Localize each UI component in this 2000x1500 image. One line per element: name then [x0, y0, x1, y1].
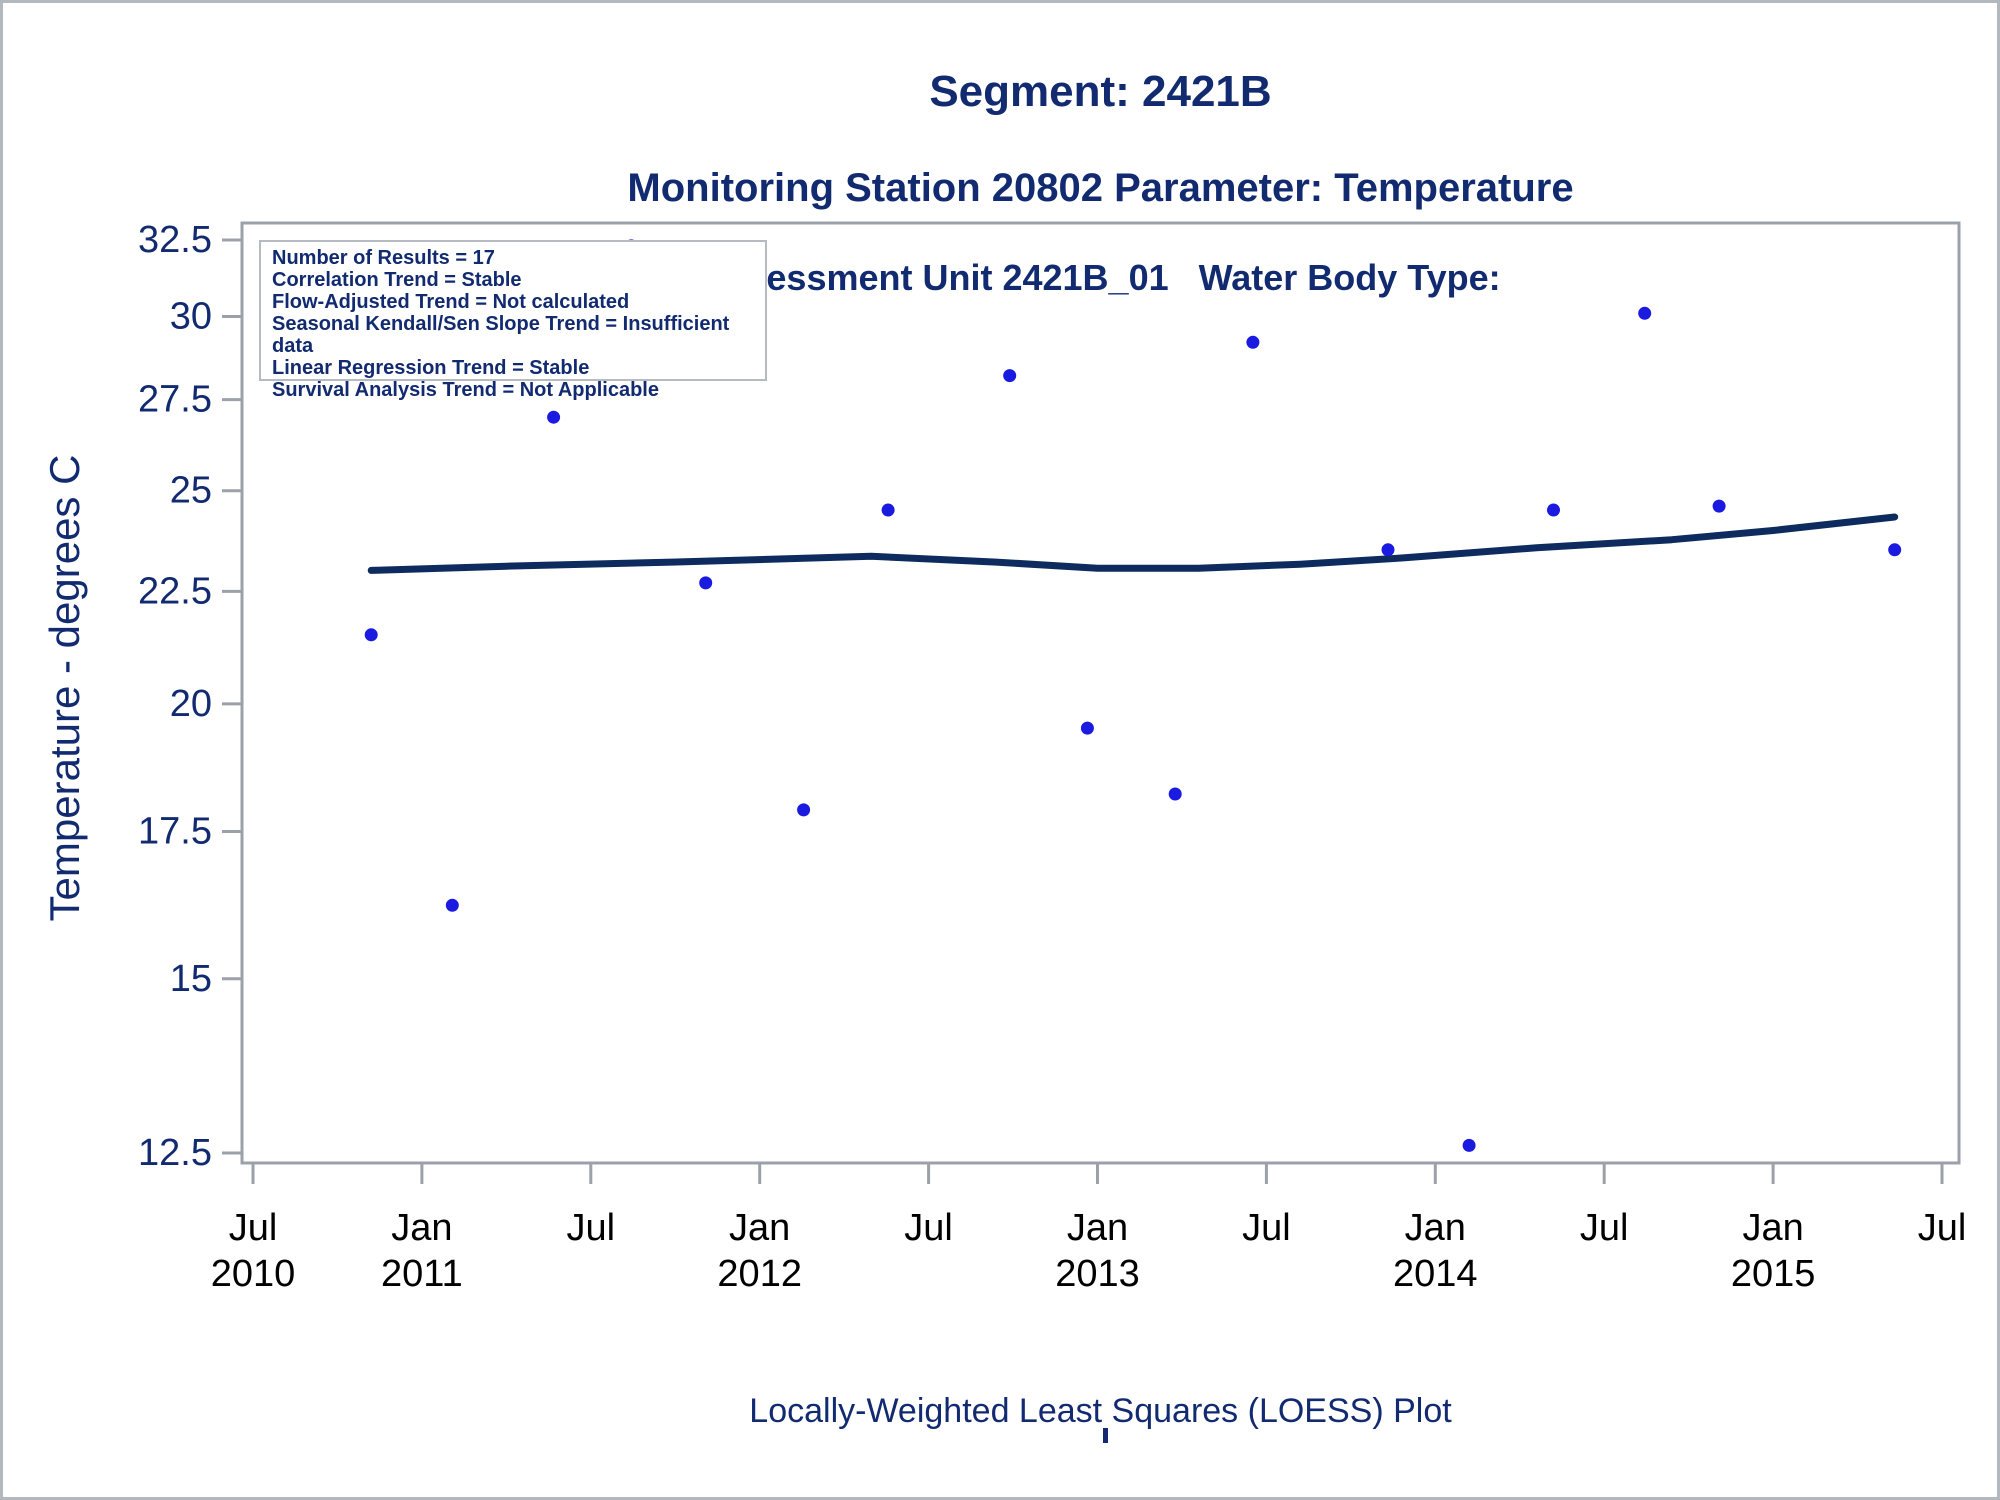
x-tick-month: Jan — [1405, 1207, 1466, 1249]
title-segment: Segment: 2421B — [929, 67, 1272, 116]
x-tick-month: Jan — [1742, 1207, 1803, 1249]
title-station-parameter: Monitoring Station 20802 Parameter: Temp… — [627, 166, 1574, 210]
data-point — [1712, 499, 1726, 513]
data-point — [699, 576, 713, 590]
title-assessment-unit: Assessment Unit 2421B_01 Water Body Type… — [700, 257, 1501, 298]
x-tick-year: 2014 — [1393, 1253, 1478, 1295]
x-tick-year: 2012 — [717, 1253, 802, 1295]
data-point — [1638, 306, 1652, 320]
x-tick-month: Jul — [904, 1207, 953, 1249]
stat-linear-regression-trend: Linear Regression Trend = Stable — [272, 357, 590, 379]
data-point — [1381, 543, 1395, 557]
x-tick-month: Jul — [1580, 1207, 1629, 1249]
y-tick-label: 22.5 — [138, 570, 212, 612]
stat-number-of-results: Number of Results = 17 — [272, 247, 495, 269]
data-point — [1246, 335, 1260, 349]
data-point — [881, 503, 895, 517]
y-tick-label: 30 — [170, 295, 212, 337]
y-tick-label: 32.5 — [138, 219, 212, 261]
plot-border — [240, 221, 1961, 1165]
clipped-caption-mark — [1103, 1428, 1108, 1443]
y-tick-label: 17.5 — [138, 810, 212, 852]
data-point — [445, 898, 459, 912]
data-point — [1080, 721, 1094, 735]
data-point — [364, 628, 378, 642]
loess-line — [367, 513, 1899, 574]
x-tick-month: Jul — [1918, 1207, 1967, 1249]
stat-flow-adjusted-trend: Flow-Adjusted Trend = Not calculated — [272, 291, 630, 313]
x-tick-year: 2011 — [381, 1253, 463, 1295]
data-point — [1888, 543, 1902, 557]
x-tick-month: Jul — [1242, 1207, 1291, 1249]
x-tick-month: Jul — [567, 1207, 616, 1249]
y-tick-label: 27.5 — [138, 379, 212, 421]
data-point — [1003, 369, 1017, 383]
data-point — [1168, 787, 1182, 801]
x-tick-year: 2010 — [211, 1253, 296, 1295]
data-point — [797, 803, 811, 817]
stat-seasonal-kendall-trend: Seasonal Kendall/Sen Slope Trend = Insuf… — [272, 313, 730, 357]
x-tick-month: Jan — [391, 1207, 452, 1249]
y-tick-label: 12.5 — [138, 1132, 212, 1174]
data-point — [547, 410, 561, 424]
chart-titles: Segment: 2421B Monitoring Station 20802 … — [242, 32, 1959, 334]
stat-correlation-trend: Correlation Trend = Stable — [272, 269, 522, 291]
x-tick-year: 2013 — [1055, 1253, 1140, 1295]
x-tick-month: Jan — [1067, 1207, 1128, 1249]
stat-survival-analysis-trend: Survival Analysis Trend = Not Applicable — [272, 379, 659, 401]
x-tick-month: Jul — [229, 1207, 278, 1249]
x-tick-month: Jan — [729, 1207, 790, 1249]
caption-loess: Locally-Weighted Least Squares (LOESS) P… — [749, 1392, 1452, 1430]
y-tick-label: 15 — [170, 958, 212, 1000]
data-point — [1547, 503, 1560, 517]
y-axis-title: Temperature - degrees C — [41, 454, 88, 922]
y-tick-label: 25 — [170, 470, 212, 512]
x-tick-year: 2015 — [1731, 1253, 1816, 1295]
y-tick-label: 20 — [170, 683, 212, 725]
trend-stats-box: Number of Results = 17 Correlation Trend… — [259, 240, 767, 401]
data-point — [1462, 1138, 1476, 1152]
